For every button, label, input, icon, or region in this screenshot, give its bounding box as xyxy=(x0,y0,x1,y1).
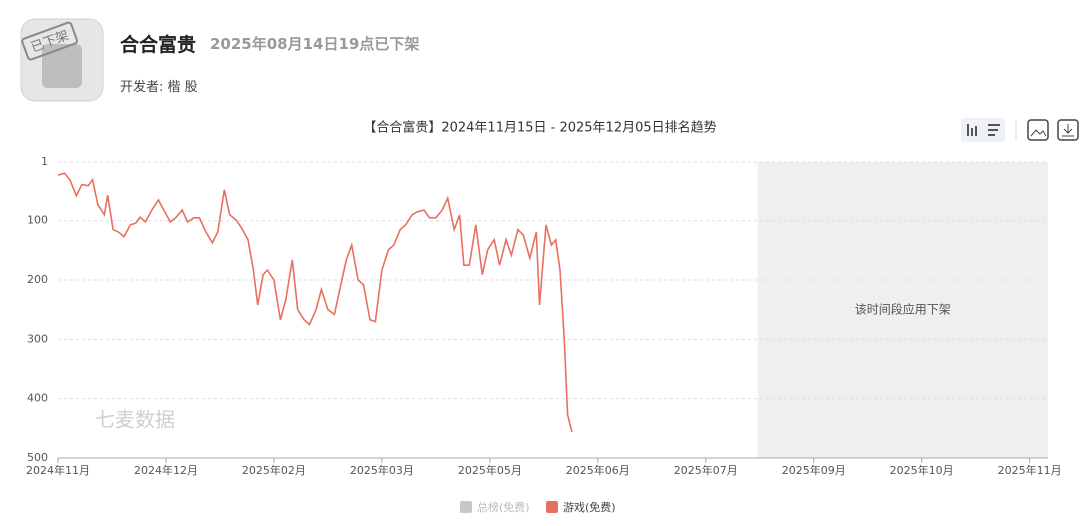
offline-region xyxy=(757,162,1048,458)
x-tick-label: 2025年09月 xyxy=(782,463,846,477)
app-status: 2025年08月14日19点已下架 xyxy=(210,35,420,53)
app-title: 合合富贵 xyxy=(120,34,197,56)
rank-line xyxy=(57,172,573,433)
x-tick-label: 2025年05月 xyxy=(458,463,522,477)
y-tick-label: 100 xyxy=(27,214,48,227)
app-icon: 已下架 xyxy=(20,18,104,102)
chart-title: 【合合富贵】2024年11月15日 - 2025年12月05日排名趋势 xyxy=(363,120,716,136)
toolbar xyxy=(961,118,1079,142)
developer: 开发者: 楷 股 xyxy=(120,76,198,95)
developer-name: 楷 股 xyxy=(167,80,198,95)
y-tick-label: 200 xyxy=(27,273,48,286)
watermark: 七麦数据 xyxy=(95,408,175,432)
offline-label: 该时间段应用下架 xyxy=(855,302,951,317)
x-tick-label: 2025年11月 xyxy=(998,463,1062,477)
x-tick-label: 2025年10月 xyxy=(890,463,954,477)
x-tick-label: 2025年02月 xyxy=(242,463,306,477)
developer-label: 开发者: xyxy=(120,80,164,95)
y-tick-label: 300 xyxy=(27,332,48,345)
y-tick-label: 500 xyxy=(27,451,48,464)
download-button[interactable] xyxy=(1057,119,1079,141)
y-tick-label: 1 xyxy=(41,155,48,168)
x-tick-label: 2025年06月 xyxy=(566,463,630,477)
x-tick-label: 2025年03月 xyxy=(350,463,414,477)
y-tick-label: 400 xyxy=(27,392,48,405)
legend-label: 总榜(免费) xyxy=(477,500,530,514)
x-tick-label: 2024年12月 xyxy=(134,463,198,477)
legend-label: 游戏(免费) xyxy=(563,500,616,514)
x-tick-label: 2025年07月 xyxy=(674,463,738,477)
legend-swatch xyxy=(460,501,472,513)
save-image-button[interactable] xyxy=(1027,119,1049,141)
legend-swatch xyxy=(546,501,558,513)
x-tick-label: 2024年11月 xyxy=(26,463,90,477)
